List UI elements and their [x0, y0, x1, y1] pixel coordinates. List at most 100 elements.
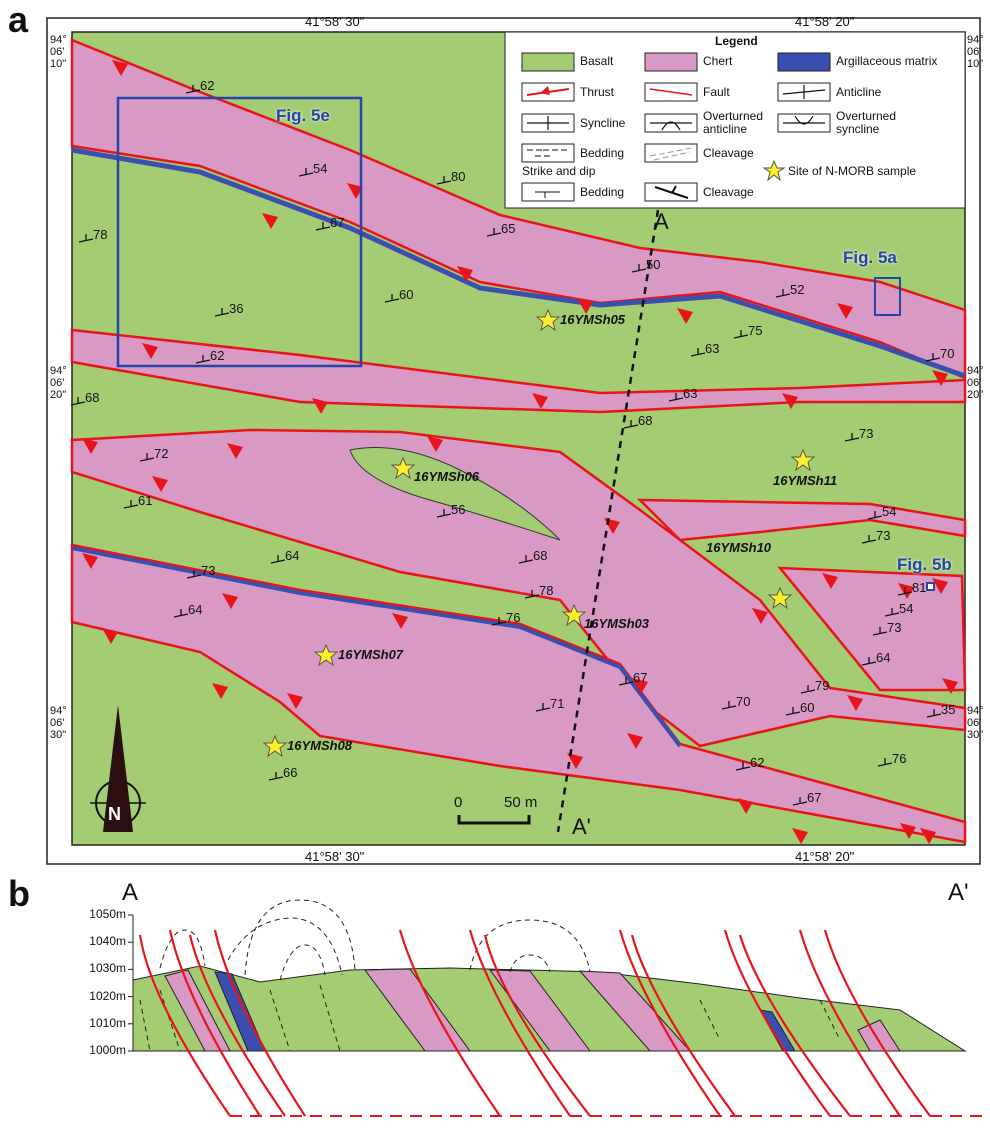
strike-dip-symbol — [926, 709, 942, 718]
dip-value: 80 — [451, 169, 466, 184]
strike-dip-symbol — [436, 509, 452, 518]
section-folds — [139, 899, 841, 1052]
right-coordinate: 94° 06' 20" — [967, 365, 984, 401]
fig-5b-box — [926, 582, 935, 591]
thrust-tooth — [782, 393, 798, 409]
legend-item: Fault — [703, 85, 730, 99]
thrust-tooth — [898, 583, 914, 599]
map-shape — [738, 934, 851, 1117]
legend-item: Strike and dip — [522, 164, 596, 178]
legend-ov-anticline — [650, 121, 692, 131]
legend-item: Anticline — [836, 85, 882, 99]
sample-star — [561, 603, 587, 627]
strike-dip-symbol — [185, 85, 201, 94]
scale-bar — [457, 815, 531, 825]
legend-item: Chert — [703, 54, 733, 68]
legend-ov-syncline — [783, 115, 825, 125]
top-coordinate: 41°58' 20" — [795, 14, 855, 29]
dip-value: 65 — [501, 221, 516, 236]
legend-item: Thrust — [580, 85, 615, 99]
dip-value: 67 — [633, 670, 648, 685]
sample-star — [535, 308, 561, 332]
fig-5a-box — [874, 277, 901, 316]
dip-value: 67 — [807, 790, 822, 805]
strike-dip-symbol — [775, 289, 791, 298]
legend-syncline — [527, 116, 569, 130]
legend-box — [504, 31, 966, 209]
map-shape — [468, 929, 571, 1117]
dip-value: 52 — [790, 282, 805, 297]
dip-value: 64 — [285, 548, 300, 563]
thrust-tooth — [942, 678, 958, 694]
sample-star — [390, 456, 416, 480]
thrust-tooth — [632, 678, 648, 694]
strike-dip-symbol — [668, 393, 684, 402]
thrust-tooth — [532, 393, 548, 409]
dip-value: 67 — [330, 215, 345, 230]
thrust-tooth — [457, 266, 473, 282]
dip-value: 54 — [882, 504, 897, 519]
legend-swatch-chert — [644, 52, 698, 72]
thrust-tooth — [837, 303, 853, 319]
map-shape — [168, 929, 261, 1117]
strike-dip-symbol — [270, 555, 286, 564]
strike-dip-symbol — [436, 176, 452, 185]
strike-dip-symbol — [214, 308, 230, 317]
dip-value: 70 — [736, 694, 751, 709]
dip-value: 73 — [887, 620, 902, 635]
map-shape — [630, 934, 736, 1117]
map-shape — [798, 929, 901, 1117]
strike-dip-symbol — [867, 511, 883, 520]
dip-value: 50 — [646, 257, 661, 272]
dip-value: 36 — [229, 301, 244, 316]
strike-dip-symbol — [70, 397, 86, 406]
legend-item: Overturned anticline — [703, 109, 764, 136]
strike-dip-symbol — [925, 353, 941, 362]
thrust-tooth — [222, 593, 238, 609]
legend-fault — [649, 88, 693, 96]
thrust-tooth — [932, 370, 948, 386]
thrust-teeth — [82, 60, 958, 844]
dip-value: 81 — [912, 580, 927, 595]
legend-swatch-basalt — [521, 52, 575, 72]
sample-label: 16YMSh08 — [287, 738, 353, 753]
strike-dip-symbol — [618, 677, 634, 686]
thrust-tooth — [920, 828, 936, 844]
dip-value: 63 — [683, 386, 698, 401]
dip-value: 78 — [93, 227, 108, 242]
strike-dip-symbol — [623, 420, 639, 429]
strike-dip-symbol — [861, 657, 877, 666]
chert-belt — [70, 428, 967, 748]
strike-dip-symbol — [298, 168, 314, 177]
dip-value: 61 — [138, 493, 153, 508]
section-end: A — [654, 209, 669, 234]
map-shape — [364, 968, 471, 1052]
dip-value: 76 — [506, 610, 521, 625]
map-shape — [509, 954, 551, 973]
north-arrow — [103, 705, 133, 832]
strike-dip-symbol — [884, 608, 900, 617]
map-shape — [213, 929, 306, 1117]
strike-dip-symbol — [877, 758, 893, 767]
section-chert — [164, 968, 901, 1052]
sample-label: 16YMSh10 — [706, 540, 772, 555]
legend-cleavage — [649, 147, 693, 161]
left-coordinate: 94° 06' 30" — [50, 705, 67, 741]
dip-value: 66 — [283, 765, 298, 780]
north-label: N — [108, 804, 121, 824]
map-shape — [521, 143, 575, 163]
chert-belt — [70, 38, 967, 380]
scale-length: 50 m — [504, 794, 538, 811]
strike-dip-symbol — [195, 355, 211, 364]
legend-item: Cleavage — [703, 146, 754, 160]
chert-belt — [70, 543, 967, 844]
bottom-coordinate: 41°58' 30" — [305, 849, 365, 864]
dip-value: 60 — [800, 700, 815, 715]
thrust-tooth — [152, 476, 168, 492]
dip-value: 76 — [892, 751, 907, 766]
strike-dip-symbol — [518, 555, 534, 564]
dip-value: 72 — [154, 446, 169, 461]
section-end: A — [122, 879, 139, 906]
map-shape — [279, 944, 326, 981]
